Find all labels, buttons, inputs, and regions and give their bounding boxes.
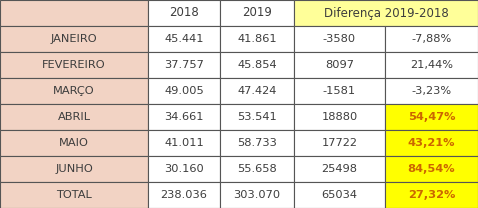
Bar bbox=[0, 52, 148, 78]
Bar bbox=[148, 156, 220, 182]
Text: 58.733: 58.733 bbox=[237, 138, 277, 148]
Bar bbox=[148, 78, 220, 104]
Bar bbox=[220, 26, 294, 52]
Bar bbox=[294, 78, 385, 104]
Text: 53.541: 53.541 bbox=[237, 112, 277, 122]
Bar bbox=[385, 104, 478, 130]
Bar bbox=[385, 52, 478, 78]
Text: 45.854: 45.854 bbox=[237, 60, 277, 70]
Bar bbox=[148, 104, 220, 130]
Bar bbox=[220, 52, 294, 78]
Text: -3580: -3580 bbox=[323, 34, 356, 44]
Bar bbox=[294, 104, 385, 130]
Bar bbox=[294, 156, 385, 182]
Text: 34.661: 34.661 bbox=[164, 112, 204, 122]
Bar bbox=[385, 156, 478, 182]
Bar bbox=[0, 26, 148, 52]
Bar bbox=[0, 156, 148, 182]
Bar bbox=[294, 130, 385, 156]
Text: 45.441: 45.441 bbox=[164, 34, 204, 44]
Text: 18880: 18880 bbox=[321, 112, 358, 122]
Text: MAIO: MAIO bbox=[59, 138, 89, 148]
Bar bbox=[148, 0, 220, 26]
Bar bbox=[220, 78, 294, 104]
Text: 65034: 65034 bbox=[322, 190, 358, 200]
Text: 2018: 2018 bbox=[169, 6, 199, 20]
Bar bbox=[220, 182, 294, 208]
Bar bbox=[148, 52, 220, 78]
Text: 49.005: 49.005 bbox=[164, 86, 204, 96]
Text: 47.424: 47.424 bbox=[237, 86, 277, 96]
Bar bbox=[148, 182, 220, 208]
Bar bbox=[0, 78, 148, 104]
Bar bbox=[220, 104, 294, 130]
Text: 25498: 25498 bbox=[322, 164, 358, 174]
Text: JANEIRO: JANEIRO bbox=[51, 34, 98, 44]
Text: 84,54%: 84,54% bbox=[408, 164, 456, 174]
Text: ABRIL: ABRIL bbox=[57, 112, 90, 122]
Text: TOTAL: TOTAL bbox=[56, 190, 92, 200]
Bar bbox=[220, 130, 294, 156]
Bar bbox=[0, 104, 148, 130]
Text: 8097: 8097 bbox=[325, 60, 354, 70]
Text: -1581: -1581 bbox=[323, 86, 356, 96]
Bar bbox=[294, 52, 385, 78]
Text: 41.861: 41.861 bbox=[237, 34, 277, 44]
Bar bbox=[0, 0, 148, 26]
Bar bbox=[385, 78, 478, 104]
Bar bbox=[294, 182, 385, 208]
Text: 55.658: 55.658 bbox=[237, 164, 277, 174]
Bar bbox=[0, 182, 148, 208]
Bar bbox=[294, 26, 385, 52]
Text: 54,47%: 54,47% bbox=[408, 112, 455, 122]
Bar bbox=[220, 0, 294, 26]
Text: 37.757: 37.757 bbox=[164, 60, 204, 70]
Text: JUNHO: JUNHO bbox=[55, 164, 93, 174]
Text: -3,23%: -3,23% bbox=[412, 86, 452, 96]
Bar bbox=[0, 130, 148, 156]
Bar bbox=[220, 156, 294, 182]
Bar bbox=[385, 182, 478, 208]
Text: 17722: 17722 bbox=[322, 138, 358, 148]
Text: 43,21%: 43,21% bbox=[408, 138, 455, 148]
Bar bbox=[385, 130, 478, 156]
Bar bbox=[148, 130, 220, 156]
Text: 27,32%: 27,32% bbox=[408, 190, 455, 200]
Text: 303.070: 303.070 bbox=[233, 190, 281, 200]
Text: 30.160: 30.160 bbox=[164, 164, 204, 174]
Text: 21,44%: 21,44% bbox=[410, 60, 453, 70]
Text: MARÇO: MARÇO bbox=[53, 86, 95, 96]
Text: FEVEREIRO: FEVEREIRO bbox=[42, 60, 106, 70]
Text: 41.011: 41.011 bbox=[164, 138, 204, 148]
Text: 238.036: 238.036 bbox=[161, 190, 207, 200]
Text: -7,88%: -7,88% bbox=[412, 34, 452, 44]
Bar bbox=[148, 26, 220, 52]
Text: Diferença 2019-2018: Diferença 2019-2018 bbox=[324, 6, 448, 20]
Text: 2019: 2019 bbox=[242, 6, 272, 20]
Bar bbox=[294, 0, 478, 26]
Bar bbox=[385, 26, 478, 52]
